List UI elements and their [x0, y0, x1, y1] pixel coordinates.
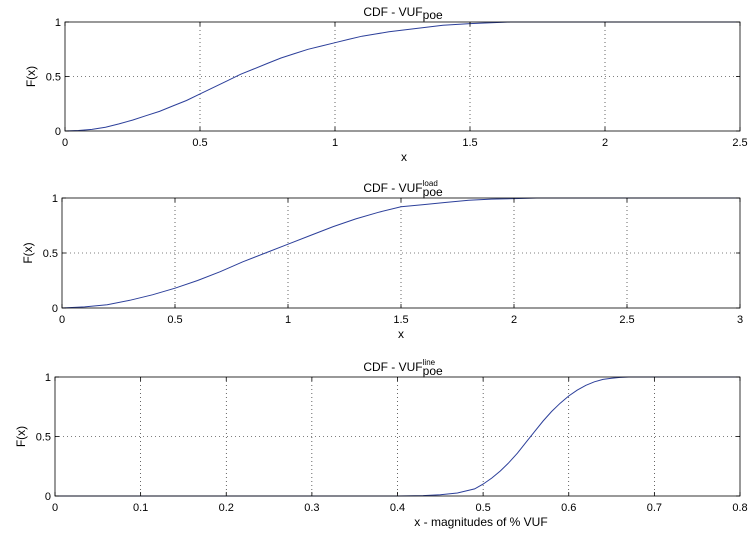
x-tick-label: 0.4 [390, 502, 405, 514]
x-axis-label: x [401, 150, 407, 164]
cdf-panel-2: 0 0.5 1 1.5 2 2.5 3 0 0.5 1 x F(x) CDF - VUFload poe [21, 179, 743, 341]
x-tick-label: 1 [285, 314, 291, 326]
chart-title-subscript: poe [423, 364, 443, 378]
x-axis-label: x [398, 327, 404, 341]
x-tick-label: 0.6 [561, 502, 576, 514]
y-axis-label: F(x) [24, 66, 38, 87]
cdf-panel-1: 0 0.5 1 1.5 2 2.5 0 0.5 1 x F(x) CDF - VUFpoe [24, 5, 748, 164]
axes-box [54, 376, 741, 497]
chart-title-subscript: poe [423, 8, 443, 22]
x-tick-label: 0.5 [192, 137, 207, 149]
y-axis-label: F(x) [14, 426, 28, 447]
x-tick-label: 2 [602, 137, 608, 149]
cdf-curve [64, 21, 740, 132]
x-tick-label: 1.5 [393, 314, 408, 326]
x-tick-label: 0.8 [732, 502, 747, 514]
y-tick-label: 0 [45, 491, 51, 503]
cdf-panel-3: 0 0.1 0.2 0.3 0.4 0.5 0.6 0.7 0.8 0 0.5 1 x - magnit… [14, 358, 748, 529]
chart-title-base: CDF - VUF [363, 5, 422, 19]
y-tick-label: 0 [52, 303, 58, 315]
y-tick-label: 0.5 [43, 248, 58, 260]
chart-title-superscript: line [423, 358, 436, 367]
x-tick-label: 0.5 [475, 502, 490, 514]
chart-title-base: CDF - VUF [363, 181, 422, 195]
axes-box [64, 21, 741, 132]
y-tick-label: 1 [52, 193, 58, 205]
x-tick-label: 2.5 [732, 137, 747, 149]
x-tick-label: 0 [62, 137, 68, 149]
chart-title-subscript: poe [423, 185, 443, 199]
y-tick-label: 0.5 [36, 432, 51, 444]
chart-title-base: CDF - VUF [363, 360, 422, 374]
x-tick-label: 2 [511, 314, 517, 326]
y-tick-label: 0.5 [46, 72, 61, 84]
x-tick-label: 0.5 [167, 314, 182, 326]
cdf-curve [55, 376, 740, 497]
x-tick-label: 0 [59, 314, 65, 326]
x-axis-label: x - magnitudes of % VUF [414, 515, 547, 529]
x-tick-label: 0.1 [133, 502, 148, 514]
x-tick-label: 0.2 [219, 502, 234, 514]
y-tick-label: 1 [45, 372, 51, 384]
x-tick-label: 3 [737, 314, 743, 326]
x-tick-label: 0 [52, 502, 58, 514]
x-tick-label: 2.5 [619, 314, 634, 326]
y-axis-label: F(x) [21, 242, 35, 263]
cdf-curve [61, 197, 740, 309]
chart-title-superscript: load [423, 179, 438, 188]
x-tick-label: 0.3 [304, 502, 319, 514]
chart-title: CDF - VUFload poe [363, 179, 443, 199]
y-tick-label: 1 [55, 17, 61, 29]
x-tick-label: 1.5 [462, 137, 477, 149]
chart-title: CDF - VUFline poe [363, 358, 443, 378]
y-tick-label: 0 [55, 126, 61, 138]
chart-title: CDF - VUFpoe [363, 5, 443, 22]
x-tick-label: 1 [332, 137, 338, 149]
x-tick-label: 0.7 [647, 502, 662, 514]
